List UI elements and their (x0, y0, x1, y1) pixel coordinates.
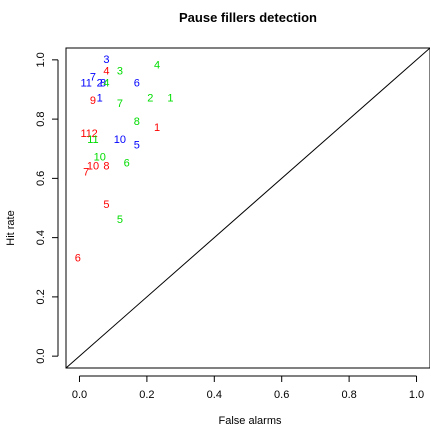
x-tick-label: 0.2 (139, 389, 154, 401)
y-tick-label: 0.0 (35, 348, 47, 363)
data-point: 4 (103, 66, 109, 78)
data-point: 1 (97, 92, 103, 104)
y-tick-label: 0.2 (35, 289, 47, 304)
data-point: 1 (154, 122, 160, 134)
data-point: 3 (103, 54, 109, 66)
y-tick-label: 0.8 (35, 111, 47, 126)
data-point: 2 (92, 128, 98, 140)
y-tick-label: 0.6 (35, 171, 47, 186)
data-point: 7 (83, 166, 89, 178)
data-point: 10 (87, 160, 99, 172)
plot-frame (65, 47, 430, 369)
data-point: 2 (147, 92, 153, 104)
data-point: 11 (81, 77, 92, 89)
data-point: 7 (90, 72, 96, 84)
x-tick-label: 0.6 (274, 389, 289, 401)
data-point: 8 (103, 160, 109, 172)
data-point: 11 (81, 128, 92, 140)
data-point: 8 (134, 116, 140, 128)
y-axis: 0.0 0.2 0.4 0.6 0.8 1.0 (35, 52, 59, 364)
data-point: 6 (75, 252, 81, 264)
x-axis-label: False alarms (219, 415, 282, 427)
x-tick-label: 1.0 (409, 389, 424, 401)
data-point: 11 (87, 134, 98, 146)
data-point: 4 (154, 60, 160, 72)
data-point: 10 (114, 134, 126, 146)
data-point: 5 (134, 140, 140, 152)
x-tick-label: 0.8 (341, 389, 356, 401)
y-axis-label: Hit rate (5, 210, 17, 245)
diagonal-reference-line (65, 47, 430, 369)
x-axis: 0.0 0.2 0.4 0.6 0.8 1.0 (72, 375, 424, 401)
data-point: 4 (103, 77, 109, 89)
y-tick-label: 1.0 (35, 52, 47, 67)
x-tick-label: 0.4 (207, 389, 222, 401)
data-point: 6 (124, 157, 130, 169)
data-point: 8 (100, 77, 106, 89)
data-point: 6 (134, 77, 140, 89)
data-point: 3 (117, 66, 123, 78)
y-tick-label: 0.4 (35, 230, 47, 245)
data-point: 9 (90, 95, 96, 107)
data-point: 7 (117, 98, 123, 110)
data-point: 1 (167, 92, 173, 104)
x-tick-label: 0.0 (72, 389, 87, 401)
data-point: 5 (117, 214, 123, 226)
chart-title: Pause fillers detection (179, 10, 317, 25)
data-point: 2 (97, 77, 103, 89)
data-point: 5 (103, 199, 109, 211)
data-point: 10 (94, 152, 106, 164)
